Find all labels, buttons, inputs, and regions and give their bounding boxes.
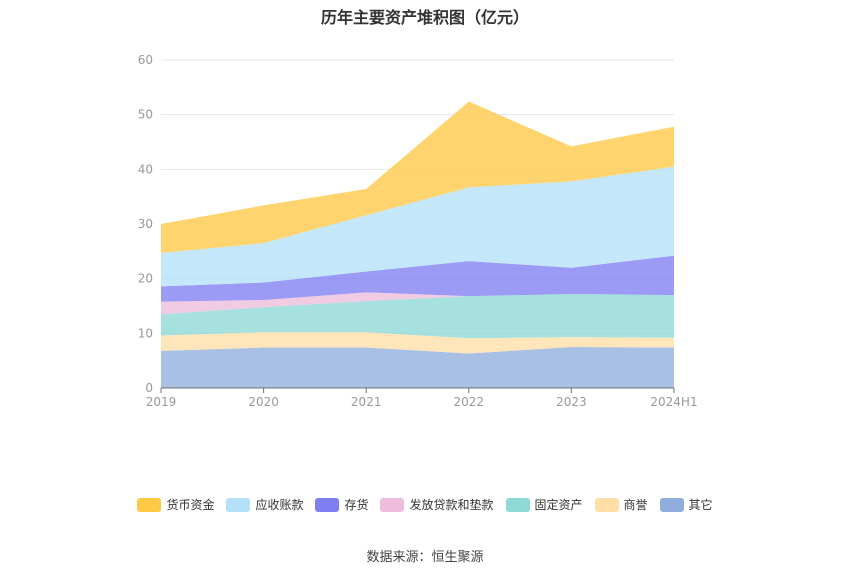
legend-swatch [380,497,405,512]
y-tick-label: 30 [138,217,153,231]
data-source: 数据来源：恒生聚源 [366,550,484,565]
area-存货 [161,255,674,302]
legend-swatch [594,497,619,512]
y-tick-label: 0 [145,381,153,395]
axes: 2019 2020 2021 2022 2023 2024H1 [146,387,698,409]
chart-title: 历年主要资产堆积图（亿元） [320,8,529,27]
y-tick-label: 60 [138,53,153,67]
legend-swatch [659,497,684,512]
area-其它 [161,347,674,388]
legend-item[interactable]: 商誉 [594,496,648,513]
area-固定资产 [161,293,674,339]
legend-label: 存货 [344,498,369,512]
legend-label: 应收账款 [255,498,304,512]
legend-item[interactable]: 固定资产 [505,496,583,513]
area-货币资金 [161,101,674,253]
legend-swatch [505,497,530,512]
x-tick-label: 2020 [248,395,279,409]
stacked-area-chart: 0 10 20 30 40 50 60 2019 2020 2021 2022 2023 2024H1 [138,53,698,409]
legend-swatch [315,497,340,512]
x-tick-label: 2019 [146,395,177,409]
legend-item[interactable]: 其它 [659,496,713,513]
x-tick-label: 2022 [454,395,485,409]
legend-item[interactable]: 货币资金 [137,496,214,513]
legend-item[interactable]: 存货 [315,496,368,513]
legend: 货币资金 应收账款 存货 发放贷款和垫款 固定资产 商誉 其它 [0,496,850,513]
y-tick-label: 50 [138,108,153,122]
area-series [161,101,674,388]
x-tick-label: 2021 [351,395,382,409]
legend-label: 发放贷款和垫款 [409,498,494,512]
legend-label: 商誉 [623,498,648,512]
legend-swatch [137,497,162,512]
y-tick-label: 10 [138,326,153,340]
legend-label: 其它 [688,498,713,512]
legend-label: 货币资金 [166,498,215,512]
legend-item[interactable]: 应收账款 [226,496,303,513]
legend-item[interactable]: 发放贷款和垫款 [380,496,494,513]
x-tick-label: 2023 [556,395,587,409]
legend-swatch [226,497,251,512]
area-商誉 [161,332,674,354]
area-应收账款 [161,166,674,287]
x-tick-label: 2024H1 [650,395,697,409]
y-tick-label: 40 [138,162,153,176]
legend-label: 固定资产 [534,498,583,512]
area-发放贷款和垫款 [161,292,674,315]
y-tick-label: 20 [138,272,153,286]
